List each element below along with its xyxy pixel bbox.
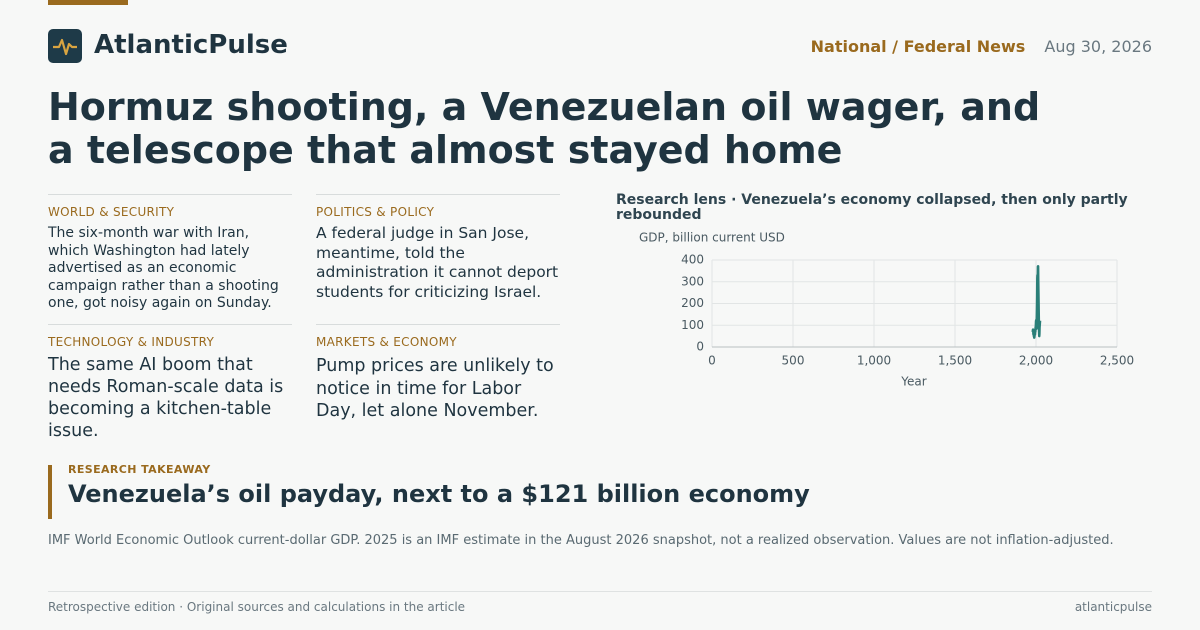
line	[1031, 265, 1042, 339]
brief: MARKETS & ECONOMY Pump prices are unlike…	[316, 324, 560, 423]
x-tick-label: 2,000	[1019, 354, 1053, 368]
y-tick-label: 0	[696, 340, 704, 354]
chart-title: Research lens · Venezuela’s economy coll…	[616, 192, 1128, 223]
brief: TECHNOLOGY & INDUSTRY The same AI boom t…	[48, 324, 292, 442]
takeaway-title: Venezuela’s oil payday, next to a $121 b…	[68, 480, 810, 508]
y-tick-label: 200	[681, 296, 704, 310]
x-tick-label: 500	[782, 354, 805, 368]
brand: AtlanticPulse	[94, 30, 288, 60]
footer-right: atlanticpulse	[1074, 600, 1152, 614]
y-axis-label: GDP, billion current USD	[639, 231, 785, 245]
kicker: POLITICS & POLICY	[316, 205, 435, 219]
x-tick-label: 2,500	[1100, 354, 1134, 368]
date: Aug 30, 2026	[1044, 37, 1152, 56]
note: IMF World Economic Outlook current-dolla…	[48, 533, 1114, 548]
brief-text: A federal judge in San Jose, meantime, t…	[316, 224, 559, 301]
chart: GDP, billion current USD Year 0 100 200 300…	[639, 231, 1134, 389]
brief-text: The same AI boom that needs Roman-scale …	[48, 355, 284, 441]
x-tick-label: 0	[708, 354, 716, 368]
x-axis-label: Year	[900, 375, 926, 389]
logo	[48, 29, 82, 63]
meta: National / Federal News Aug 30, 2026	[811, 37, 1152, 56]
brief-text: The six-month war with Iran, which Washi…	[48, 225, 279, 311]
y-tick-label: 100	[681, 318, 704, 332]
footer-rule	[48, 591, 1152, 592]
x-tick-label: 1,500	[938, 354, 972, 368]
kicker: WORLD & SECURITY	[48, 205, 175, 219]
section: National / Federal News	[810, 37, 1026, 56]
brief-text: Pump prices are unlikely to notice in ti…	[316, 356, 554, 421]
y-tick-label: 300	[681, 274, 704, 288]
kicker: TECHNOLOGY & INDUSTRY	[48, 335, 215, 349]
takeaway-bar	[48, 465, 52, 519]
y-tick-label: 400	[681, 253, 704, 267]
brief: WORLD & SECURITY The six-month war with …	[48, 194, 292, 313]
headline: Hormuz shooting, a Venezuelan oil wager,…	[48, 85, 1041, 172]
accent-bar	[48, 0, 128, 5]
x-tick-label: 1,000	[857, 354, 891, 368]
brief: POLITICS & POLICY A federal judge in San…	[316, 194, 560, 302]
footer-left: Retrospective edition · Original sources…	[48, 600, 466, 614]
kicker: MARKETS & ECONOMY	[316, 335, 457, 349]
takeaway-label: RESEARCH TAKEAWAY	[68, 463, 211, 476]
